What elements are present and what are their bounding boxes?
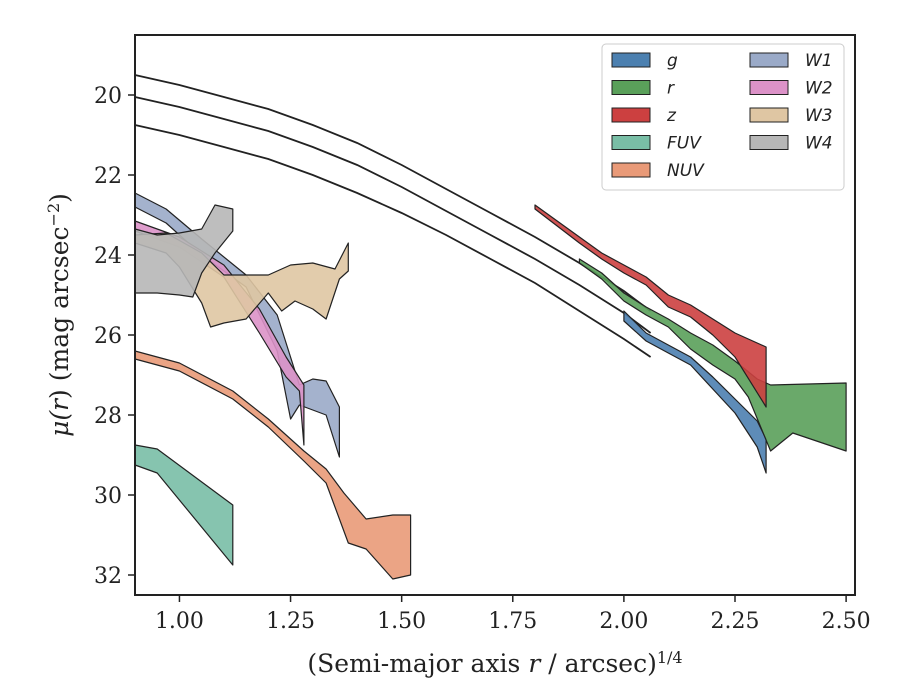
legend-label-w2: W2 [805,79,833,99]
x-tick-label: 2.25 [711,609,760,634]
axis-ticks: 1.00 1.25 1.50 1.75 2.00 2.25 2.50 20 22 24 26 28 30… [94,84,871,634]
legend-swatch-r [611,80,651,95]
legend-label-fuv: FUV [667,134,702,154]
band-fuv [134,444,234,566]
legend-label-w3: W3 [805,106,833,126]
y-tick-label: 20 [94,84,122,109]
band-g [623,310,767,474]
band-r [578,258,847,452]
legend-label-g: g [667,51,678,71]
band-w4 [134,204,234,298]
legend: grz FUV NUV W1 W2 W3 W4 [601,43,845,191]
y-tick-label: 32 [94,564,122,589]
legend-label-z: z [666,106,677,126]
series-bands [134,192,847,580]
x-tick-label: 1.75 [488,609,537,634]
legend-swatch-w2 [749,80,789,95]
y-tick-label: 28 [94,404,122,429]
legend-label-nuv: NUV [667,161,705,181]
y-tick-label: 30 [94,484,122,509]
legend-label-w1: W1 [805,51,833,71]
model-curve-2 [134,96,652,334]
y-tick-label: 24 [94,244,122,269]
legend-label-w4: W4 [805,134,833,154]
x-tick-label: 1.00 [155,609,204,634]
legend-entries: grz FUV NUV W1 W2 W3 W4 [611,51,833,181]
model-curve-3 [134,124,652,358]
y-tick-label: 22 [94,164,122,189]
legend-swatch-w3 [749,107,789,123]
y-axis-label: μ(r) (mag arcsec−2) [44,193,75,437]
legend-swatch-fuv [611,135,651,150]
band-nuv [134,350,412,580]
y-tick-label: 26 [94,324,122,349]
x-tick-label: 2.00 [599,609,648,634]
x-tick-label: 2.50 [822,609,871,634]
legend-label-r: r [667,79,675,99]
x-tick-label: 1.50 [377,609,426,634]
band-z [534,204,767,408]
legend-swatch-g [611,52,651,68]
legend-swatch-w4 [749,135,789,150]
x-axis-label: (Semi-major axis r / arcsec)1/4 [307,648,682,679]
plot-frame [134,34,856,596]
legend-swatch-w1 [749,52,789,68]
legend-swatch-z [611,107,651,123]
x-tick-label: 1.25 [266,609,315,634]
legend-swatch-nuv [611,162,651,178]
